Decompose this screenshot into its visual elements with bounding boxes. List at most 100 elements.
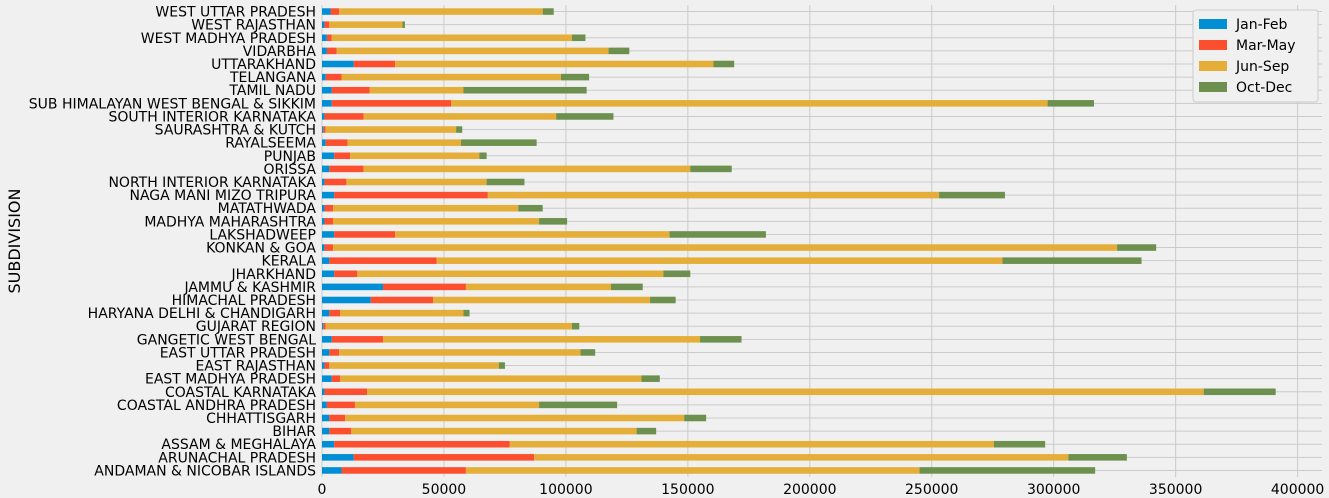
bar-segment <box>322 218 325 225</box>
bar-segment <box>636 427 657 435</box>
bar-segment <box>334 270 358 278</box>
bar-segment <box>341 73 562 81</box>
y-tick-label: RAYALSEEMA <box>225 136 316 152</box>
y-tick-label: UTTARAKHAND <box>211 57 316 73</box>
y-tick-label: KERALA <box>262 254 317 270</box>
bar-segment <box>351 427 637 435</box>
bar-segment <box>1068 454 1127 461</box>
y-tick-label: HIMACHAL PRADESH <box>172 293 316 309</box>
bar-segment <box>322 60 354 68</box>
bar-segment <box>322 244 325 251</box>
y-tick-label: COASTAL ANDHRA PRADESH <box>117 398 316 414</box>
bar-segment <box>322 349 330 356</box>
bar-segment <box>329 427 352 435</box>
y-tick-label: EAST UTTAR PRADESH <box>160 345 316 361</box>
x-tick-label: 400000 <box>1271 482 1324 498</box>
bar-segment <box>322 467 342 474</box>
y-tick-label: CHHATTISGARH <box>206 411 316 427</box>
bar-segment <box>322 34 327 42</box>
y-tick-label: LAKSHADWEEP <box>209 227 316 243</box>
legend-label: Mar-May <box>1236 38 1296 54</box>
bar-segment <box>322 440 335 448</box>
y-tick-label: PUNJAB <box>264 149 316 165</box>
bar-segment <box>539 401 618 409</box>
legend-swatch <box>1199 40 1227 50</box>
bar-segment <box>322 231 335 238</box>
bar-segment <box>331 86 370 94</box>
bar-segment <box>331 375 341 382</box>
bar-segment <box>322 296 371 304</box>
bar-segment <box>322 21 325 28</box>
bar-segment <box>357 270 664 278</box>
bar-segment <box>322 427 330 435</box>
y-tick-label: ARUNACHAL PRADESH <box>158 450 316 466</box>
bar-segment <box>324 113 364 120</box>
bar-segment <box>325 126 457 133</box>
bar-segment <box>325 73 342 81</box>
bar-segment <box>341 467 466 474</box>
bar-segment <box>1002 257 1142 264</box>
bar-segment <box>382 336 701 343</box>
bar-segment <box>323 322 326 330</box>
y-tick-label: JAMMU & KASHMIR <box>183 280 316 296</box>
legend-box <box>1192 9 1319 103</box>
bar-segment <box>322 100 332 107</box>
bar-segment <box>1117 244 1157 251</box>
bar-segment <box>487 191 940 199</box>
legend-swatch <box>1199 61 1227 71</box>
legend-label: Jan-Feb <box>1235 17 1288 33</box>
y-tick-label: EAST MADHYA PRADESH <box>145 372 316 388</box>
bar-segment <box>329 349 340 356</box>
legend-label: Jun-Sep <box>1235 59 1289 75</box>
y-tick-label: EAST RAJASTHAN <box>195 359 316 375</box>
bar-segment <box>353 454 535 461</box>
y-tick-label: NAGA MANI MIZO TRIPURA <box>130 188 317 204</box>
bar-segment <box>663 270 691 278</box>
x-tick-label: 0 <box>318 482 327 498</box>
bar-segment <box>322 165 330 173</box>
bar-segment <box>324 21 330 28</box>
bar-segment <box>690 165 732 173</box>
y-tick-label: ASSAM & MEGHALAYA <box>161 437 316 453</box>
x-tick-label: 250000 <box>905 482 958 498</box>
bar-segment <box>919 467 1096 474</box>
bar-segment <box>395 231 670 238</box>
y-tick-label: GANGETIC WEST BENGAL <box>137 332 316 348</box>
bar-segment <box>939 191 1005 199</box>
x-tick-label: 50000 <box>422 482 467 498</box>
bar-segment <box>465 283 612 291</box>
bar-segment <box>329 257 437 264</box>
bar-segment <box>322 73 326 81</box>
bar-segment <box>346 178 487 186</box>
bar-segment <box>395 60 714 68</box>
bar-segment <box>334 231 396 238</box>
y-tick-label: KONKAN & GOA <box>206 241 316 257</box>
y-tick-label: WEST MADHYA PRADESH <box>141 31 316 47</box>
bar-segment <box>339 349 581 356</box>
bar-segment <box>326 47 337 55</box>
x-tick-label: 200000 <box>783 482 836 498</box>
bar-segment <box>322 414 330 422</box>
y-tick-label: VIDARBHA <box>243 44 317 60</box>
bar-segment <box>713 60 735 68</box>
bar-segment <box>322 257 330 264</box>
bar-segment <box>325 139 348 146</box>
y-axis-title: SUBDIVISION <box>5 189 24 294</box>
bar-segment <box>436 257 1003 264</box>
bar-segment <box>542 8 554 15</box>
bar-segment <box>326 401 355 409</box>
bar-segment <box>324 362 330 369</box>
bar-segment <box>432 296 651 304</box>
y-tick-label: WEST UTTAR PRADESH <box>155 5 316 21</box>
bar-segment <box>329 414 346 422</box>
bar-segment <box>322 8 331 15</box>
bar-segment <box>561 73 590 81</box>
bar-segment <box>322 401 327 409</box>
bar-segment <box>498 362 505 369</box>
bar-segment <box>1047 100 1094 107</box>
bar-segment <box>336 47 609 55</box>
bar-segment <box>465 467 920 474</box>
bar-segment <box>345 414 685 422</box>
bar-segment <box>340 309 464 317</box>
